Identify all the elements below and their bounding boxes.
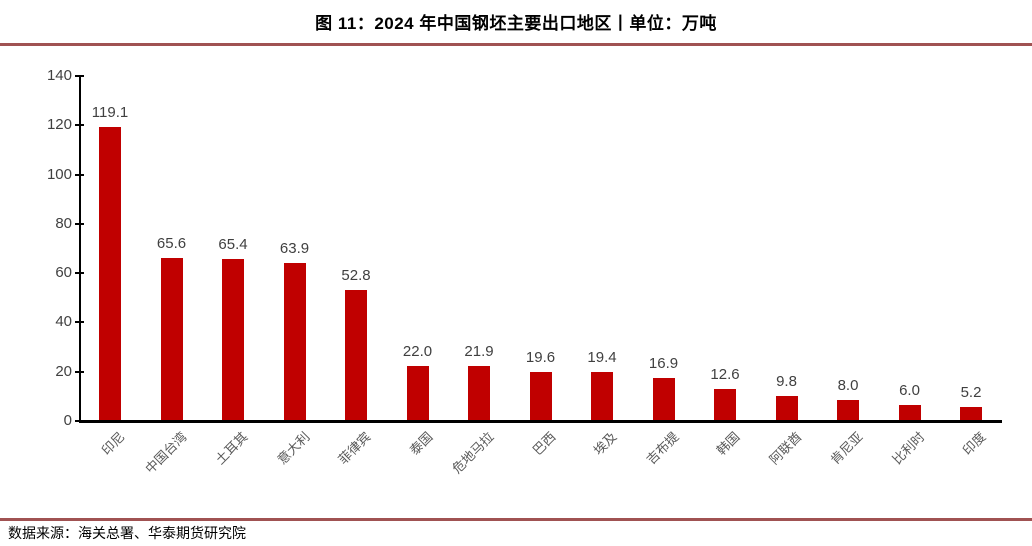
bar-value-label: 6.0 <box>899 382 920 400</box>
bar-value-label: 16.9 <box>648 355 679 373</box>
y-axis-tick-label: 80 <box>55 214 72 232</box>
y-axis-tick <box>75 370 84 373</box>
y-axis-tick <box>75 124 84 127</box>
y-axis-tick-label: 60 <box>55 264 72 282</box>
y-axis-tick-label: 40 <box>55 313 72 331</box>
bar <box>529 371 552 420</box>
bar <box>775 395 798 420</box>
bar <box>99 126 121 420</box>
y-axis-tick-label: 0 <box>63 412 72 429</box>
y-axis-tick <box>75 222 84 225</box>
bar <box>837 400 859 420</box>
title-divider <box>0 43 1032 46</box>
footer-divider <box>0 518 1032 521</box>
bar-value-label: 9.8 <box>776 372 797 390</box>
bar-value-label: 52.8 <box>341 266 371 284</box>
bar-value-label: 8.0 <box>837 377 859 395</box>
y-axis-tick <box>75 321 84 324</box>
bar <box>960 407 982 420</box>
bar-value-label: 21.9 <box>464 343 494 361</box>
bar-value-label: 65.6 <box>156 235 187 253</box>
data-source: 数据来源：海关总署、华泰期货研究院 <box>8 525 246 541</box>
y-axis-tick-label: 140 <box>46 67 72 84</box>
bar-value-label: 19.4 <box>587 349 617 367</box>
bar <box>406 365 429 420</box>
bar-value-label: 19.6 <box>525 348 556 366</box>
y-axis-tick <box>75 75 84 77</box>
bar <box>283 262 306 420</box>
y-axis-tick-label: 120 <box>46 116 72 134</box>
bar <box>714 388 736 420</box>
y-axis-tick <box>75 173 84 176</box>
bar <box>898 405 921 420</box>
bar-value-label: 65.4 <box>218 235 248 253</box>
bar <box>591 372 613 420</box>
bar <box>468 366 490 420</box>
bar <box>652 378 675 420</box>
bar-value-label: 5.2 <box>960 384 982 402</box>
chart-title: 图 11：2024 年中国钢坯主要出口地区丨单位：万吨 <box>315 14 717 33</box>
y-axis-tick <box>75 420 84 422</box>
bar <box>345 289 367 420</box>
bar-value-label: 22.0 <box>402 342 433 360</box>
bar-chart: 0 20 40 60 80 100 120 140 119.1 印尼 65.6 中国台湾 65.4 土耳其… <box>0 46 1032 518</box>
y-axis-line <box>79 75 81 423</box>
bar-value-label: 63.9 <box>279 239 310 257</box>
y-axis-tick-label: 100 <box>46 165 72 183</box>
bar <box>160 258 183 420</box>
y-axis-tick-label: 20 <box>55 362 72 380</box>
x-axis-line <box>79 420 1002 423</box>
bar <box>222 258 244 420</box>
y-axis-tick <box>75 272 84 275</box>
bar-value-label: 119.1 <box>91 103 129 121</box>
bar-value-label: 12.6 <box>710 365 740 383</box>
